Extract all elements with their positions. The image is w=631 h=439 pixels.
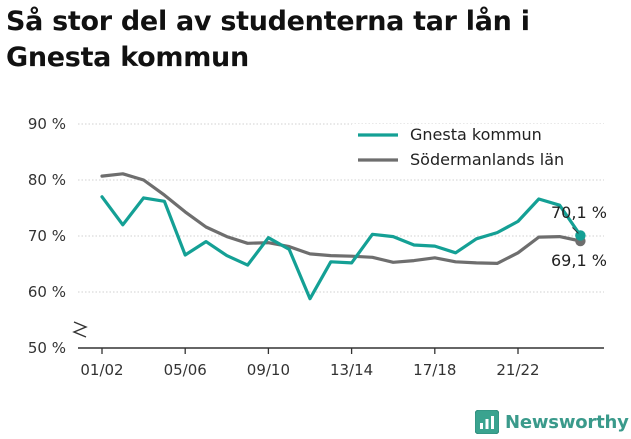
end-label-sodermanland: 69,1 %	[551, 251, 607, 270]
x-tick-label: 05/06	[164, 361, 207, 379]
x-tick-label: 21/22	[496, 361, 539, 379]
legend-background	[352, 124, 604, 178]
newsworthy-chart-icon	[474, 409, 500, 435]
series-line-sodermanland	[100, 172, 583, 265]
legend-label: Gnesta kommun	[410, 125, 542, 144]
series-lines	[100, 172, 583, 301]
axis-break-icon	[72, 321, 88, 338]
y-tick-label: 90 %	[28, 115, 66, 133]
series-line-gnesta	[100, 195, 583, 301]
logo-text: Newsworthy	[505, 411, 629, 433]
newsworthy-logo[interactable]: Newsworthy	[474, 408, 629, 436]
end-label-gnesta: 70,1 %	[551, 203, 607, 222]
y-axis-ticks: 50 % 60 % 70 % 80 % 90 %	[28, 115, 88, 357]
y-tick-label: 70 %	[28, 227, 66, 245]
x-tick-label: 01/02	[80, 361, 123, 379]
y-tick-label: 80 %	[28, 171, 66, 189]
y-tick-label: 50 %	[28, 339, 66, 357]
end-label-connector	[572, 227, 579, 234]
y-tick-label: 60 %	[28, 283, 66, 301]
end-labels: 70,1 % 69,1 %	[551, 203, 607, 270]
x-tick-label: 17/18	[413, 361, 456, 379]
x-tick-label: 09/10	[247, 361, 290, 379]
x-tick-label: 13/14	[330, 361, 373, 379]
chart-title: Så stor del av studenterna tar lån i Gne…	[6, 6, 530, 73]
x-axis: 01/02 05/06 09/10 13/14 17/18 21/22	[78, 347, 604, 379]
legend: Gnesta kommun Södermanlands län	[352, 124, 604, 178]
legend-label: Södermanlands län	[410, 150, 564, 169]
